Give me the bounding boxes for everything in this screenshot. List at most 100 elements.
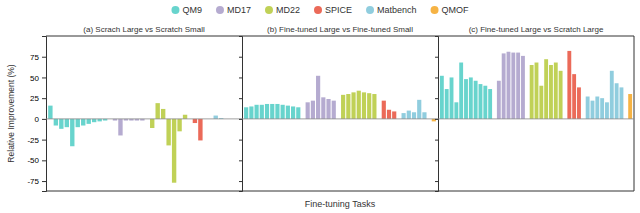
tick-mark <box>435 160 438 161</box>
panel-title: (b) Fine-tuned Large vs Fine-tuned Small <box>267 25 413 34</box>
tick-mark <box>435 57 438 58</box>
legend-label: Matbench <box>377 5 417 15</box>
tick-label: 25 <box>30 94 39 103</box>
axis-line <box>239 37 243 192</box>
bar <box>544 59 548 119</box>
tick-label: 50 <box>30 74 39 83</box>
bar <box>530 65 534 119</box>
bar <box>367 93 371 119</box>
legend-label: MD17 <box>227 5 251 15</box>
bar <box>483 86 487 119</box>
bar <box>59 119 63 129</box>
bar <box>511 53 515 119</box>
tick <box>239 160 242 161</box>
bar <box>346 94 350 119</box>
bar <box>351 92 355 119</box>
tick-mark <box>239 160 242 161</box>
tick-mark <box>239 181 242 182</box>
bar <box>357 91 361 119</box>
tick: 50 <box>30 74 46 83</box>
axis-line <box>42 37 47 192</box>
zero-line <box>242 118 438 119</box>
bar <box>479 84 483 119</box>
bar <box>605 102 609 119</box>
y-label: Relative Improvement (%) <box>6 64 16 162</box>
tick-mark <box>435 140 438 141</box>
legend-swatch <box>366 6 374 14</box>
bar <box>572 74 576 119</box>
legend-label: QMOF <box>442 5 469 15</box>
bar <box>516 53 520 119</box>
axis-line <box>435 37 439 192</box>
bar <box>577 87 581 118</box>
bar <box>118 119 122 136</box>
bar <box>417 100 421 119</box>
bar <box>291 106 295 118</box>
bar <box>539 86 543 119</box>
bar <box>150 119 154 128</box>
tick-mark <box>42 119 46 120</box>
legend-swatch <box>171 6 179 14</box>
tick <box>435 140 438 141</box>
bar <box>54 119 58 126</box>
bar <box>255 105 259 119</box>
bar <box>402 113 406 119</box>
bar <box>407 111 411 119</box>
legend-item: SPICE <box>314 5 352 15</box>
bar <box>502 53 506 118</box>
bar <box>450 77 454 118</box>
legend-swatch <box>265 6 273 14</box>
bar <box>595 97 599 119</box>
bar <box>281 105 285 119</box>
tick <box>435 98 438 99</box>
chart: -75-50-250255075(a) Scrach Large vs Scra… <box>0 0 640 213</box>
bar <box>244 107 248 119</box>
bar <box>628 94 632 119</box>
legend-swatch <box>431 6 439 14</box>
bar <box>275 104 279 119</box>
bar <box>326 99 330 119</box>
bar <box>265 104 269 119</box>
tick-mark <box>42 160 46 161</box>
tick <box>435 57 438 58</box>
bar <box>586 97 590 119</box>
bar <box>249 106 253 118</box>
bar <box>81 119 85 126</box>
legend-item: QM9 <box>171 5 202 15</box>
bar <box>316 76 320 119</box>
bar <box>392 111 396 118</box>
tick-mark <box>435 98 438 99</box>
tick <box>435 181 438 182</box>
tick-mark <box>239 77 242 78</box>
bars <box>244 76 436 122</box>
bar <box>214 116 218 119</box>
tick <box>239 57 242 58</box>
bars <box>440 51 632 119</box>
tick-mark <box>435 181 438 182</box>
bar <box>412 112 416 119</box>
bar <box>535 63 539 119</box>
tick <box>239 181 242 182</box>
bar <box>554 63 558 119</box>
bar <box>193 119 197 123</box>
panel-title: (c) Fine-tuned Large vs Scratch Large <box>469 25 604 34</box>
bar <box>591 101 595 119</box>
y-axis <box>435 37 439 192</box>
legend-item: MD17 <box>216 5 251 15</box>
frame-right <box>634 36 635 191</box>
bar <box>76 119 80 127</box>
zero-line <box>46 118 242 119</box>
bar <box>260 105 264 119</box>
bar <box>198 119 202 141</box>
bar <box>92 119 96 122</box>
bar <box>620 87 624 118</box>
bar <box>270 104 274 119</box>
bar <box>464 79 468 119</box>
bar <box>296 107 300 119</box>
bar <box>474 81 478 119</box>
frame-bottom <box>438 191 634 192</box>
tick: 75 <box>30 53 46 62</box>
bar <box>286 106 290 119</box>
y-axis <box>239 37 243 192</box>
bar <box>166 119 170 146</box>
